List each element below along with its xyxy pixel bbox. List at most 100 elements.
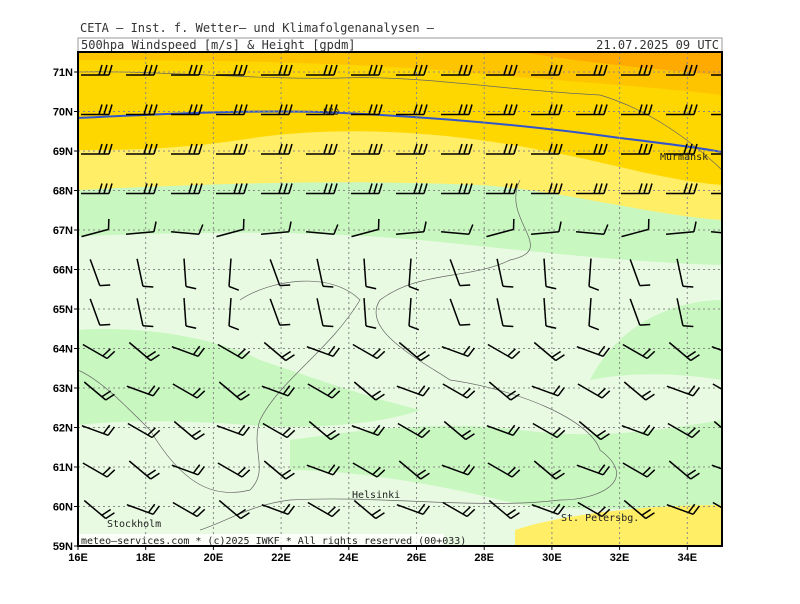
barb-flag: [739, 224, 743, 234]
barb-flag: [143, 104, 148, 115]
barb-flag: [552, 427, 561, 436]
barb-flag: [465, 433, 475, 441]
barb-flag: [738, 347, 744, 357]
wind-barb: [171, 464, 205, 476]
barb-flag: [418, 104, 423, 115]
barb-staff: [710, 231, 722, 235]
barb-flag: [734, 144, 737, 154]
barb-flag: [417, 503, 426, 514]
barb-flag: [466, 508, 476, 518]
barb-flag: [597, 387, 606, 397]
barb-flag: [279, 323, 291, 326]
wind-barb: [396, 503, 430, 515]
barb-flag: [548, 64, 553, 76]
barb-flag: [278, 183, 283, 194]
barb-staff: [449, 298, 461, 326]
barb-flag: [238, 143, 243, 155]
wind-barb: [629, 298, 651, 326]
barb-flag: [687, 503, 696, 514]
wind-barb: [218, 381, 250, 401]
product: 500hpa_Windspeed_[m/s]_&_Height_[gpdm]: [81, 38, 356, 52]
wind-barb: [531, 183, 563, 195]
barb-flag: [153, 64, 158, 76]
barb-flag: [646, 469, 656, 478]
barb-flag: [197, 347, 205, 357]
barb-staff: [676, 258, 684, 287]
wind-barb: [216, 424, 250, 436]
map-frame: [77, 51, 723, 547]
wind-barb: [171, 64, 203, 76]
wind-barb: [396, 183, 428, 195]
barb-staff: [621, 228, 649, 238]
wind-barb: [269, 298, 291, 326]
wind-barb: [531, 385, 565, 397]
barb-flag: [285, 354, 295, 362]
footer: meteo–services.com * (c)2025 IWKF * All …: [81, 536, 466, 547]
wind-barb: [216, 143, 248, 155]
barb-staff: [711, 464, 722, 476]
barb-flag: [551, 350, 562, 358]
lat-label: 71N: [53, 67, 73, 79]
barb-flag: [102, 424, 111, 435]
barb-flag: [279, 284, 291, 287]
barb-flag: [468, 143, 473, 155]
wind-barb: [543, 258, 557, 290]
wind-barb: [441, 143, 473, 155]
barb-staff: [496, 298, 504, 326]
barb-flag: [459, 284, 471, 287]
barb-flag: [598, 64, 603, 76]
wind-barb: [125, 221, 157, 235]
wind-barb: [441, 183, 473, 195]
barb-flag: [143, 143, 148, 155]
wind-barb: [316, 258, 334, 288]
barb-flag: [545, 285, 557, 290]
axes: 71N70N69N68N67N66N65N64N63N62N61N60N59N1…: [53, 67, 697, 564]
barb-staff: [136, 298, 144, 326]
barb-flag: [327, 506, 336, 515]
barb-flag: [593, 104, 598, 115]
footer-box: [78, 534, 444, 546]
barb-flag: [692, 505, 700, 515]
barb-flag: [508, 104, 513, 115]
barb-flag: [153, 143, 158, 155]
barb-flag: [288, 183, 293, 194]
wind-barb: [353, 499, 385, 520]
barb-flag: [106, 350, 116, 360]
wind-barb: [486, 183, 518, 195]
barb-flag: [142, 324, 154, 328]
barb-staff: [575, 231, 605, 235]
barb-flag: [237, 348, 246, 357]
wind-barb: [712, 501, 722, 518]
barb-flag: [373, 64, 378, 76]
barb-flag: [101, 508, 112, 516]
lon-label: 22E: [271, 552, 291, 564]
wind-barb: [228, 258, 240, 291]
barb-flag: [323, 64, 328, 76]
place-label: Murmansk: [660, 152, 708, 163]
wind-barb: [82, 462, 116, 478]
wind-barb: [666, 143, 698, 155]
barb-flag: [191, 429, 202, 437]
wind-barb: [408, 297, 420, 331]
barb-flag: [642, 348, 651, 357]
wind-barb: [171, 345, 205, 357]
barb-flag: [603, 143, 608, 155]
wind-barb: [306, 104, 338, 116]
barb-flag: [693, 183, 698, 194]
wind-barb: [396, 64, 428, 76]
barb-flag: [371, 390, 382, 398]
wind-barb: [261, 143, 293, 155]
wind-barb: [543, 297, 557, 329]
barb-flag: [683, 183, 688, 194]
barb-flag: [558, 221, 562, 232]
barb-flag: [198, 183, 203, 194]
lat-label: 64N: [53, 344, 73, 356]
barb-flag: [193, 64, 198, 76]
wind-barb: [442, 501, 476, 518]
barb-staff: [588, 297, 592, 327]
barb-flag: [507, 348, 516, 357]
wind-barb: [442, 383, 476, 399]
lat-label: 70N: [53, 107, 73, 119]
barb-flag: [333, 64, 338, 76]
barb-flag: [150, 354, 160, 362]
